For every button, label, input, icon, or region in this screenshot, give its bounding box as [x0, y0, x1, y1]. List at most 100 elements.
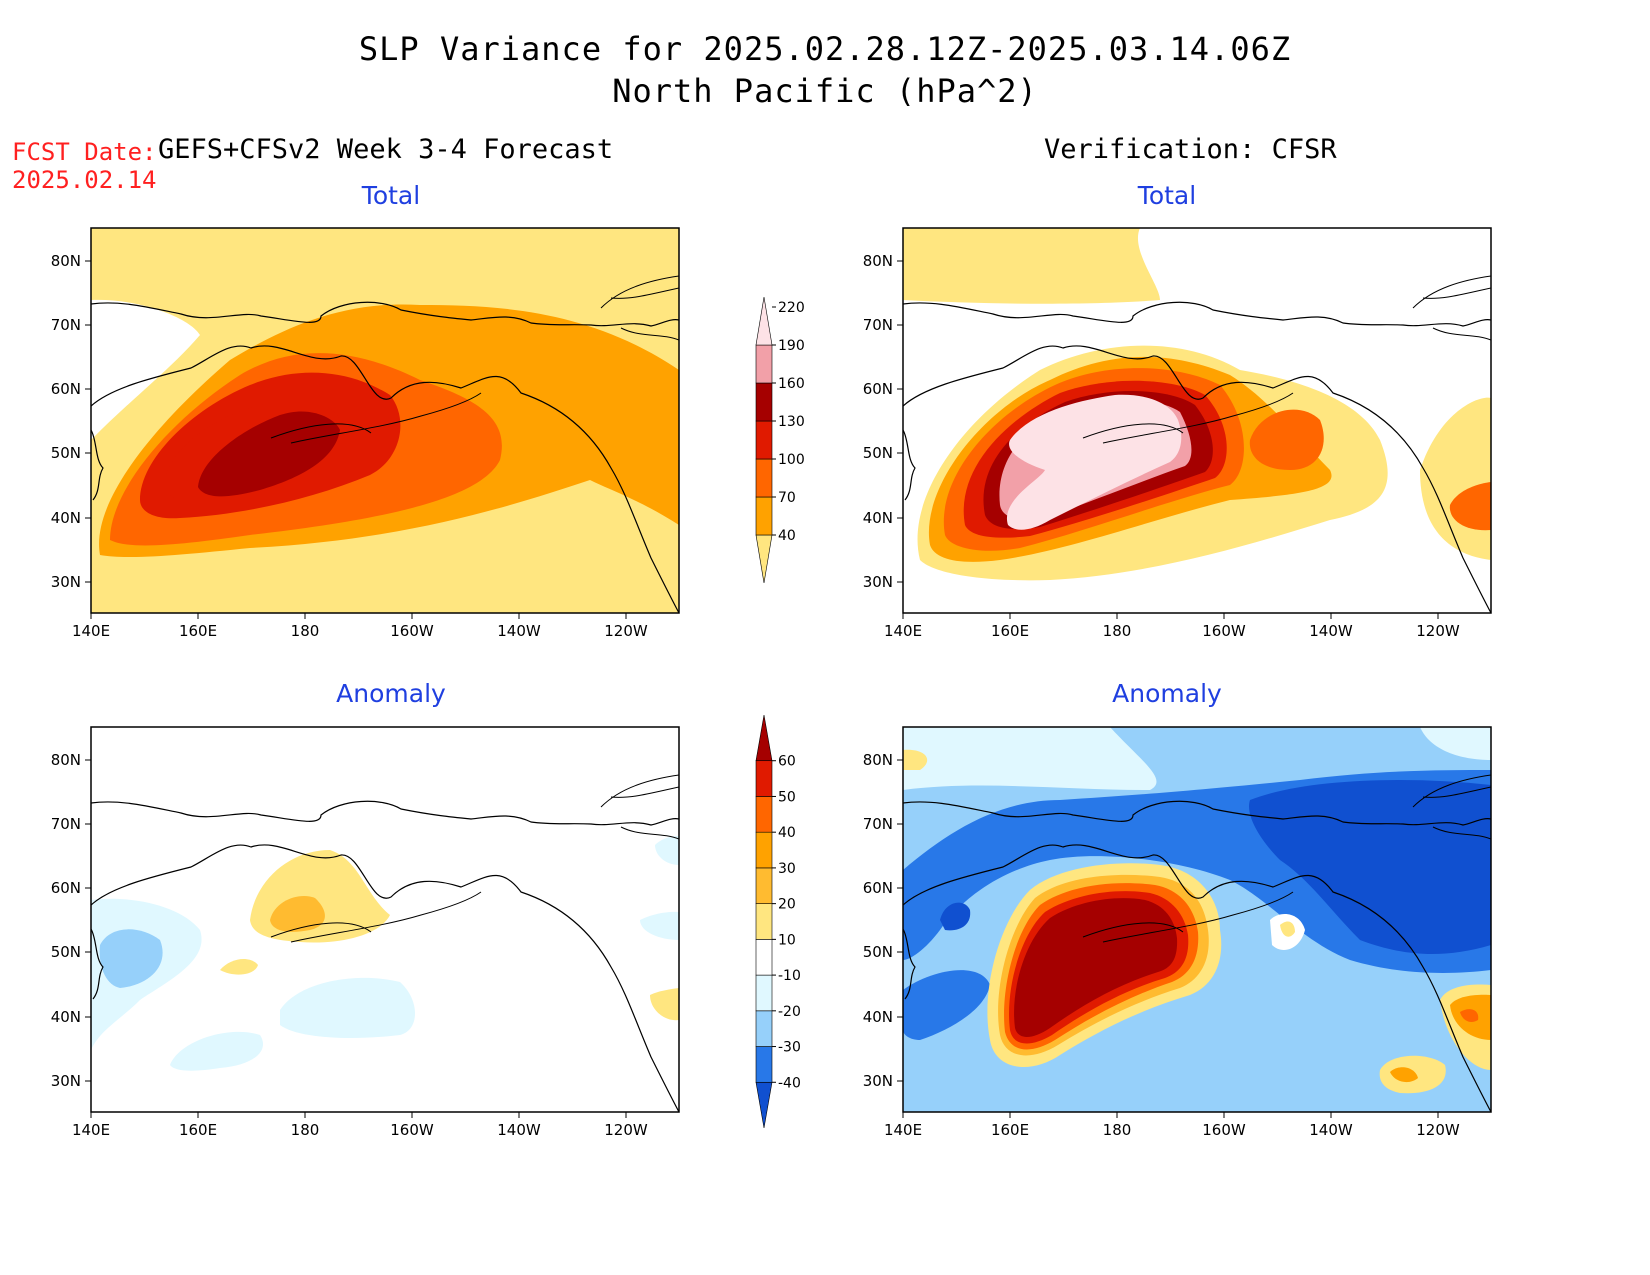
colorbar-swatch [755, 903, 773, 940]
lat-tick-label: 80N [863, 252, 893, 270]
colorbar-swatch [755, 496, 773, 536]
colorbar-label: -20 [778, 1004, 801, 1020]
colorbar-label: -40 [778, 1075, 801, 1091]
lat-tick-label: 80N [51, 751, 81, 769]
lat-tick-label: 30N [863, 573, 893, 591]
lat-tick-label: 50N [51, 444, 81, 462]
colorbar-label: 20 [778, 897, 796, 913]
forecast-header: GEFS+CFSv2 Week 3-4 Forecast [158, 134, 614, 165]
lon-tick-label: 120W [604, 622, 648, 640]
lon-tick-label: 160W [390, 622, 434, 640]
colorbar-swatch [755, 1081, 773, 1129]
lon-tick-label: 160E [991, 1121, 1029, 1139]
lon-tick-label: 160E [179, 622, 217, 640]
lon-tick-label: 120W [1416, 1121, 1460, 1139]
lon-tick-label: 140E [884, 1121, 922, 1139]
lat-tick-label: 40N [863, 509, 893, 527]
colorbar-label: 190 [778, 338, 805, 354]
lat-tick-label: 30N [51, 573, 81, 591]
lat-tick-label: 60N [51, 380, 81, 398]
colorbar-label: 60 [778, 754, 796, 770]
colorbar-swatch [755, 760, 773, 797]
lat-tick-label: 50N [51, 943, 81, 961]
colorbar-swatch [755, 344, 773, 384]
lat-tick-label: 40N [863, 1008, 893, 1026]
colorbar-swatch [755, 867, 773, 904]
anomaly-colorbar: -40 -30 -20 -10 10 20 30 40 50 60 [755, 714, 801, 1129]
lat-tick-label: 70N [863, 316, 893, 334]
lon-tick-label: 140W [497, 622, 541, 640]
colorbar-swatch [755, 831, 773, 869]
colorbar-label: 50 [778, 789, 796, 805]
lat-tick-label: 70N [51, 815, 81, 833]
forecast-date-label: FCST Date: [12, 138, 157, 166]
colorbar-label: -30 [778, 1040, 801, 1056]
total-colorbar: 40 70 100 130 160 190 220 [755, 296, 805, 584]
colorbar-label: 220 [778, 300, 805, 316]
lon-tick-label: 140E [72, 1121, 110, 1139]
panel-subtitle-forecast-total: Total [361, 181, 421, 210]
lon-tick-label: 180 [1103, 1121, 1132, 1139]
lon-tick-label: 140E [884, 622, 922, 640]
colorbar-label: 40 [778, 528, 796, 544]
chart-title-line1: SLP Variance for 2025.02.28.12Z-2025.03.… [358, 30, 1292, 68]
lon-tick-label: 180 [291, 1121, 320, 1139]
lon-tick-label: 140W [1309, 1121, 1353, 1139]
colorbar-swatch [755, 420, 773, 460]
colorbar-label: 100 [778, 452, 805, 468]
lat-tick-label: 50N [863, 444, 893, 462]
colorbar-label: -10 [778, 968, 801, 984]
lon-tick-label: 160W [1202, 1121, 1246, 1139]
lat-tick-label: 60N [51, 879, 81, 897]
colorbar-swatch [755, 382, 773, 422]
colorbar-swatch [755, 714, 773, 762]
lat-tick-label: 40N [51, 1008, 81, 1026]
colorbar-swatch [755, 1010, 773, 1047]
colorbar-label: 10 [778, 932, 796, 948]
colorbar-swatch [755, 1046, 773, 1083]
forecast-date-value: 2025.02.14 [12, 166, 157, 194]
lat-tick-label: 60N [863, 879, 893, 897]
lat-tick-label: 30N [863, 1072, 893, 1090]
lon-tick-label: 180 [291, 622, 320, 640]
colorbar-label: 40 [778, 825, 796, 841]
lat-tick-label: 30N [51, 1072, 81, 1090]
lon-tick-label: 160E [179, 1121, 217, 1139]
forecast-total-map [91, 228, 679, 613]
colorbar-swatch [755, 974, 773, 1012]
lon-tick-label: 140E [72, 622, 110, 640]
lat-tick-label: 40N [51, 509, 81, 527]
verification-anomaly-map [903, 727, 1491, 1112]
colorbar-swatch [755, 796, 773, 833]
lon-tick-label: 120W [1416, 622, 1460, 640]
lon-tick-label: 160W [390, 1121, 434, 1139]
panel-subtitle-verification-anomaly: Anomaly [1112, 679, 1222, 708]
forecast-date-block: FCST Date: 2025.02.14 [12, 138, 157, 194]
axis-labels: 80N 70N 60N 50N 40N 30N 140E 160E 180 160W 140W 120… [51, 252, 1460, 1139]
lat-tick-label: 70N [51, 316, 81, 334]
colorbar-swatch [755, 296, 773, 346]
lon-tick-label: 140W [497, 1121, 541, 1139]
colorbar-label: 30 [778, 861, 796, 877]
verification-header: Verification: CFSR [1044, 134, 1337, 165]
lon-tick-label: 180 [1103, 622, 1132, 640]
panel-subtitle-verification-total: Total [1137, 181, 1197, 210]
colorbar-swatch [755, 458, 773, 498]
colorbar-swatch [755, 534, 773, 584]
chart-title-line2: North Pacific (hPa^2) [612, 72, 1038, 110]
verification-total-map [903, 228, 1491, 613]
colorbar-label: 70 [778, 490, 796, 506]
lon-tick-label: 120W [604, 1121, 648, 1139]
lat-tick-label: 70N [863, 815, 893, 833]
colorbar-swatch [755, 939, 773, 976]
lat-tick-label: 60N [863, 380, 893, 398]
lat-tick-label: 80N [51, 252, 81, 270]
forecast-anomaly-map [91, 727, 679, 1112]
lon-tick-label: 140W [1309, 622, 1353, 640]
lat-tick-label: 80N [863, 751, 893, 769]
colorbar-label: 130 [778, 414, 805, 430]
colorbar-label: 160 [778, 376, 805, 392]
lon-tick-label: 160E [991, 622, 1029, 640]
lon-tick-label: 160W [1202, 622, 1246, 640]
